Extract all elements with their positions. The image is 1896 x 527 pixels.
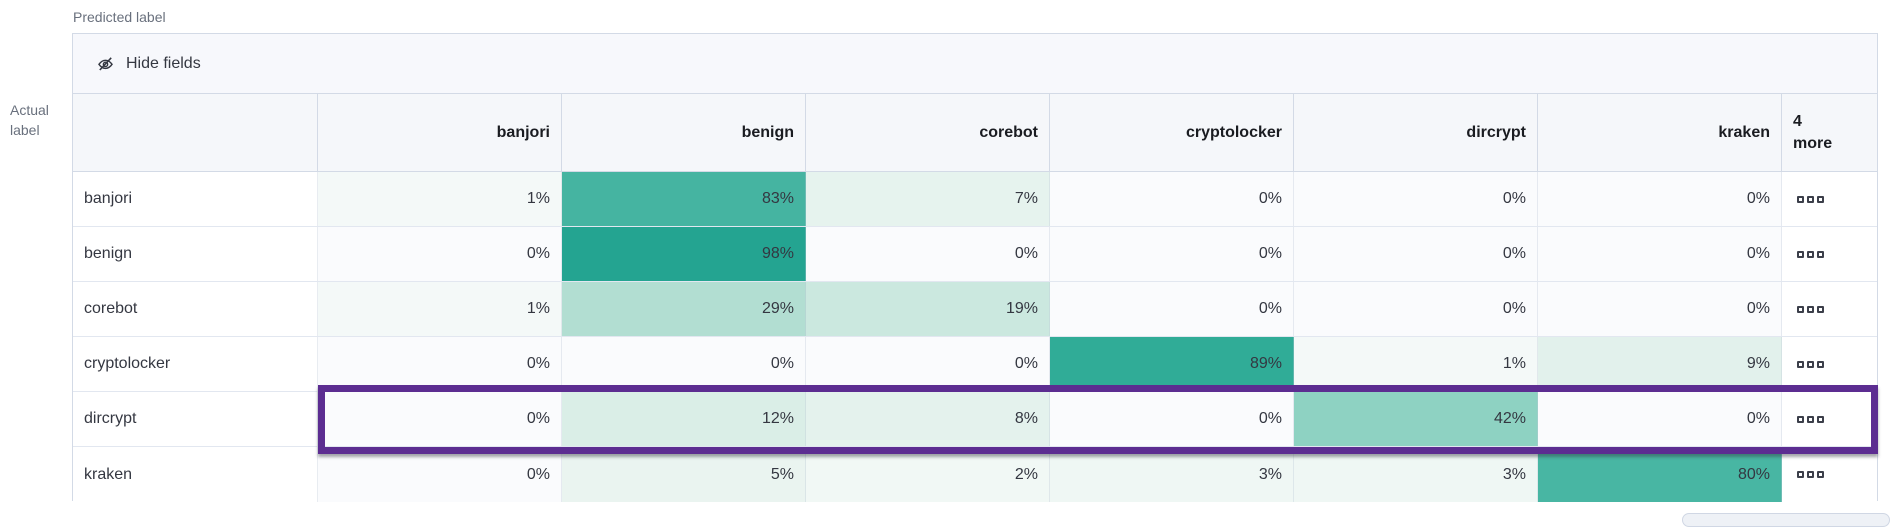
matrix-row-dircrypt: dircrypt 0% 12% 8% 0% 42% 0% (73, 392, 1877, 447)
boxes-horizontal-icon (1797, 305, 1804, 313)
more-columns-word: more (1793, 134, 1833, 152)
matrix-cell-kraken-dircrypt: 3% (1294, 447, 1538, 502)
matrix-cell-dircrypt-kraken: 0% (1538, 392, 1782, 446)
matrix-cell-dircrypt-benign: 12% (562, 392, 806, 446)
boxes-horizontal-icon (1807, 471, 1814, 478)
matrix-cell-corebot-cryptolocker: 0% (1050, 282, 1294, 336)
column-header-benign[interactable]: benign (562, 94, 806, 171)
row-actions-button[interactable] (1782, 227, 1877, 281)
matrix-row-benign: benign 0% 98% 0% 0% 0% 0% (73, 227, 1877, 282)
matrix-cell-kraken-cryptolocker: 3% (1050, 447, 1294, 502)
row-label-cryptolocker: cryptolocker (73, 337, 318, 391)
more-columns-count: 4 (1793, 112, 1802, 130)
matrix-cell-corebot-kraken: 0% (1538, 282, 1782, 336)
matrix-row-cryptolocker: cryptolocker 0% 0% 0% 89% 1% 9% (73, 337, 1877, 392)
column-header-corebot[interactable]: corebot (806, 94, 1050, 171)
boxes-horizontal-icon (1797, 250, 1804, 258)
boxes-horizontal-icon (1817, 195, 1824, 203)
column-header-dircrypt[interactable]: dircrypt (1294, 94, 1538, 171)
matrix-cell-corebot-banjori: 1% (318, 282, 562, 336)
matrix-cell-benign-benign: 98% (562, 227, 806, 281)
row-label-dircrypt: dircrypt (73, 392, 318, 446)
boxes-horizontal-icon (1807, 415, 1814, 423)
boxes-horizontal-icon (1817, 415, 1824, 423)
matrix-cell-banjori-dircrypt: 0% (1294, 172, 1538, 226)
matrix-cell-banjori-banjori: 1% (318, 172, 562, 226)
matrix-cell-dircrypt-banjori: 0% (318, 392, 562, 446)
boxes-horizontal-icon (1817, 250, 1824, 258)
row-actions-button[interactable] (1782, 172, 1877, 226)
column-header-kraken[interactable]: kraken (1538, 94, 1782, 171)
matrix-cell-banjori-benign: 83% (562, 172, 806, 226)
boxes-horizontal-icon (1797, 195, 1804, 203)
matrix-cell-cryptolocker-banjori: 0% (318, 337, 562, 391)
matrix-cell-kraken-benign: 5% (562, 447, 806, 502)
matrix-cell-corebot-corebot: 19% (806, 282, 1050, 336)
matrix-cell-cryptolocker-corebot: 0% (806, 337, 1050, 391)
boxes-horizontal-icon (1807, 195, 1814, 203)
actual-axis-label: Actual label (10, 100, 49, 140)
matrix-cell-benign-dircrypt: 0% (1294, 227, 1538, 281)
matrix-header-row: banjori benign corebot cryptolocker dircrypt… (73, 94, 1877, 172)
matrix-cell-cryptolocker-benign: 0% (562, 337, 806, 391)
more-columns-header[interactable]: 4 more (1782, 94, 1877, 171)
confusion-matrix-table: Hide fields banjori benign corebot cryptolo… (72, 33, 1878, 502)
matrix-cell-banjori-kraken: 0% (1538, 172, 1782, 226)
row-actions-button[interactable] (1782, 447, 1877, 502)
boxes-horizontal-icon (1817, 471, 1824, 478)
matrix-cell-kraken-kraken: 80% (1538, 447, 1782, 502)
matrix-cell-cryptolocker-cryptolocker: 89% (1050, 337, 1294, 391)
matrix-cell-dircrypt-dircrypt: 42% (1294, 392, 1538, 446)
row-label-banjori: banjori (73, 172, 318, 226)
grid-toolbar: Hide fields (73, 34, 1877, 94)
boxes-horizontal-icon (1797, 471, 1804, 478)
matrix-cell-benign-cryptolocker: 0% (1050, 227, 1294, 281)
row-actions-button[interactable] (1782, 392, 1877, 446)
matrix-body: banjori 1% 83% 7% 0% 0% 0% benign 0% 98% 0% 0% 0% 0% c… (73, 172, 1877, 502)
row-label-corebot: corebot (73, 282, 318, 336)
actual-axis-label-line1: Actual (10, 102, 49, 118)
matrix-cell-corebot-benign: 29% (562, 282, 806, 336)
matrix-cell-banjori-corebot: 7% (806, 172, 1050, 226)
horizontal-scrollbar-thumb[interactable] (1682, 513, 1890, 527)
predicted-axis-label: Predicted label (73, 9, 166, 25)
column-header-cryptolocker[interactable]: cryptolocker (1050, 94, 1294, 171)
matrix-cell-benign-corebot: 0% (806, 227, 1050, 281)
boxes-horizontal-icon (1807, 250, 1814, 258)
matrix-cell-cryptolocker-dircrypt: 1% (1294, 337, 1538, 391)
hide-fields-button[interactable]: Hide fields (96, 54, 201, 73)
boxes-horizontal-icon (1817, 305, 1824, 313)
matrix-cell-benign-banjori: 0% (318, 227, 562, 281)
column-header-banjori[interactable]: banjori (318, 94, 562, 171)
row-actions-button[interactable] (1782, 282, 1877, 336)
matrix-cell-dircrypt-corebot: 8% (806, 392, 1050, 446)
row-label-benign: benign (73, 227, 318, 281)
boxes-horizontal-icon (1807, 305, 1814, 313)
row-label-kraken: kraken (73, 447, 318, 502)
matrix-cell-banjori-cryptolocker: 0% (1050, 172, 1294, 226)
matrix-cell-dircrypt-cryptolocker: 0% (1050, 392, 1294, 446)
matrix-cell-kraken-corebot: 2% (806, 447, 1050, 502)
boxes-horizontal-icon (1797, 415, 1804, 423)
actual-axis-label-line2: label (10, 122, 40, 138)
matrix-cell-cryptolocker-kraken: 9% (1538, 337, 1782, 391)
header-corner-cell (73, 94, 318, 171)
boxes-horizontal-icon (1817, 360, 1824, 368)
matrix-row-corebot: corebot 1% 29% 19% 0% 0% 0% (73, 282, 1877, 337)
matrix-cell-benign-kraken: 0% (1538, 227, 1782, 281)
matrix-row-kraken: kraken 0% 5% 2% 3% 3% 80% (73, 447, 1877, 502)
matrix-cell-kraken-banjori: 0% (318, 447, 562, 502)
row-actions-button[interactable] (1782, 337, 1877, 391)
boxes-horizontal-icon (1807, 360, 1814, 368)
eye-slash-icon (96, 54, 115, 73)
matrix-cell-corebot-dircrypt: 0% (1294, 282, 1538, 336)
matrix-row-banjori: banjori 1% 83% 7% 0% 0% 0% (73, 172, 1877, 227)
boxes-horizontal-icon (1797, 360, 1804, 368)
hide-fields-label: Hide fields (126, 54, 201, 72)
